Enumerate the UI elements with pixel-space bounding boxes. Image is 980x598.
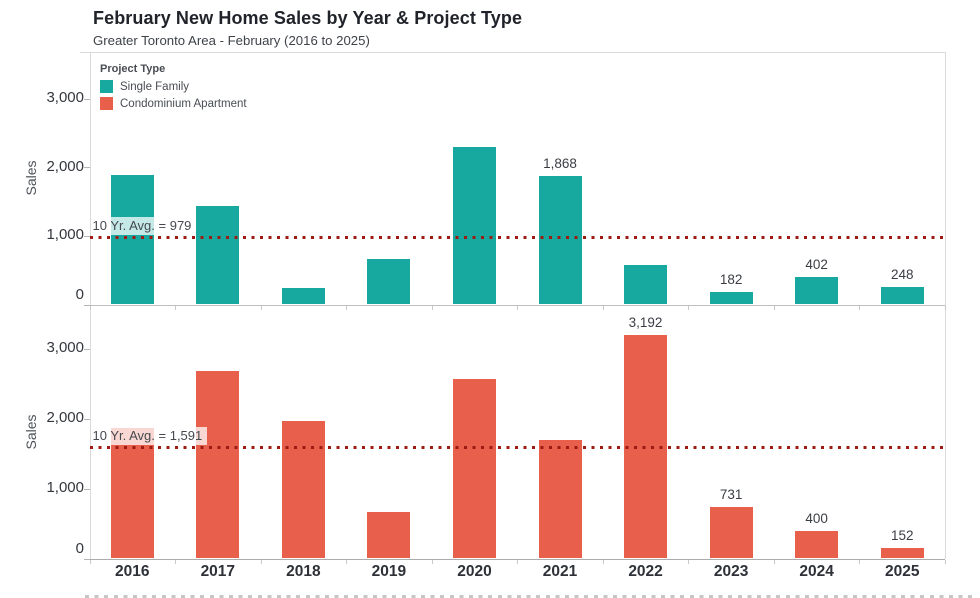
bar-value-label: 182 (719, 272, 743, 287)
bar-value-label: 152 (890, 527, 914, 543)
chart-subtitle: Greater Toronto Area - February (2016 to… (93, 33, 370, 48)
bar-2016-condominium-apartment[interactable] (110, 428, 154, 559)
bottom-minor-tick-row (85, 594, 978, 598)
bar-2018-single-family[interactable] (281, 288, 325, 305)
bar-value-label: 402 (805, 256, 828, 272)
bar-2021-condominium-apartment[interactable] (538, 440, 582, 559)
bar-2020-condominium-apartment[interactable] (452, 379, 496, 559)
x-band-tick (517, 305, 519, 310)
x-band-tick (260, 305, 262, 310)
x-band-tick (773, 559, 775, 564)
x-band-tick (602, 559, 604, 564)
legend-item-single-family[interactable]: Single Family (100, 80, 247, 93)
y-axis-tick-label: 0 (75, 285, 84, 303)
bar-2022-single-family[interactable] (624, 265, 668, 305)
x-band-tick (688, 305, 690, 310)
condominium-apartment-swatch-icon (100, 97, 113, 110)
title-bold-part: February (93, 8, 171, 28)
x-band-tick (431, 305, 433, 310)
x-band-tick (859, 559, 861, 564)
legend-title: Project Type (100, 63, 166, 75)
x-axis-line (89, 304, 945, 306)
x-axis-label-2021: 2021 (542, 562, 578, 580)
y-axis-tick (84, 235, 90, 237)
bar-2025-single-family[interactable] (880, 287, 924, 305)
y-axis-tick (84, 348, 90, 350)
x-axis-label-2018: 2018 (286, 562, 321, 580)
x-axis-label-2020: 2020 (457, 562, 492, 580)
pane-top-border (80, 51, 945, 53)
x-band-tick (773, 305, 775, 310)
bar-2024-single-family[interactable] (795, 276, 839, 305)
bar-2024-condominium-apartment[interactable] (795, 530, 839, 559)
x-axis-label-2017: 2017 (200, 562, 236, 580)
reference-line (89, 235, 943, 239)
x-band-tick (431, 559, 433, 564)
bar-2025-condominium-apartment[interactable] (880, 547, 924, 559)
x-axis-label-2016: 2016 (115, 562, 150, 580)
legend-item-label: Condominium Apartment (120, 97, 247, 110)
y-axis-tick (84, 304, 90, 306)
legend-item-label: Single Family (120, 80, 190, 93)
x-axis-label-2019: 2019 (371, 562, 407, 580)
chart-header: February New Home Sales by Year & Projec… (0, 0, 980, 48)
bar-value-label: 1,868 (543, 156, 577, 172)
page-title: February New Home Sales by Year & Projec… (0, 0, 980, 29)
y-axis-tick-label: 3,000 (46, 339, 84, 357)
y-axis-tick-label: 3,000 (46, 89, 84, 107)
y-axis-tick (84, 418, 90, 420)
bar-2023-condominium-apartment[interactable] (709, 507, 753, 559)
y-axis-tick (84, 488, 90, 490)
x-band-tick (346, 305, 348, 310)
x-axis-label-2024: 2024 (799, 562, 834, 580)
x-band-tick (945, 305, 946, 310)
x-band-tick (89, 305, 91, 310)
bar-value-label: 400 (805, 510, 828, 526)
x-band-tick (346, 559, 348, 564)
x-axis-label-2025: 2025 (884, 562, 920, 580)
title-rest-part: New Home Sales by Year & Project Type (170, 8, 523, 28)
bar-2016-single-family[interactable] (110, 174, 154, 305)
x-band-tick (175, 559, 177, 564)
x-band-tick (175, 305, 177, 310)
reference-line (89, 445, 943, 449)
y-axis-tick-label: 2,000 (46, 409, 84, 427)
y-axis-tick (84, 98, 90, 100)
x-band-tick (602, 305, 604, 310)
bar-2017-single-family[interactable] (196, 206, 240, 305)
y-axis-tick-label: 0 (75, 539, 84, 557)
x-axis-label-2022: 2022 (628, 562, 663, 580)
bar-2017-condominium-apartment[interactable] (196, 371, 240, 559)
single-family-swatch-icon (100, 80, 113, 93)
pane-right-border (945, 51, 946, 559)
bar-2019-condominium-apartment[interactable] (367, 511, 411, 559)
reference-line-label: 10 Yr. Avg. = 979 (90, 217, 197, 236)
y-axis-tick-label: 2,000 (46, 157, 84, 175)
bar-2023-single-family[interactable] (709, 292, 753, 305)
legend-item-condominium-apartment[interactable]: Condominium Apartment (100, 97, 247, 110)
x-axis-label-2023: 2023 (713, 562, 749, 580)
bar-value-label: 3,192 (628, 315, 663, 331)
x-band-tick (517, 559, 519, 564)
reference-line-label: 10 Yr. Avg. = 1,591 (90, 427, 208, 446)
y-axis-tick (84, 558, 90, 560)
bar-value-label: 248 (890, 267, 914, 283)
bar-2019-single-family[interactable] (367, 259, 411, 305)
x-band-tick (859, 305, 861, 310)
y-axis-tick-label: 1,000 (46, 226, 84, 244)
x-band-tick (945, 559, 946, 564)
y-axis-tick (84, 167, 90, 169)
x-band-tick (260, 559, 262, 564)
bar-value-label: 731 (719, 487, 743, 503)
y-axis-tick-label: 1,000 (46, 479, 84, 497)
legend: Project Type Single Family Condominium A… (100, 63, 247, 114)
x-band-tick (688, 559, 690, 564)
bar-2020-single-family[interactable] (452, 146, 496, 305)
bar-2021-single-family[interactable] (538, 176, 582, 305)
bar-2018-condominium-apartment[interactable] (281, 421, 325, 559)
x-band-tick (89, 559, 91, 564)
x-axis-line (89, 558, 945, 560)
